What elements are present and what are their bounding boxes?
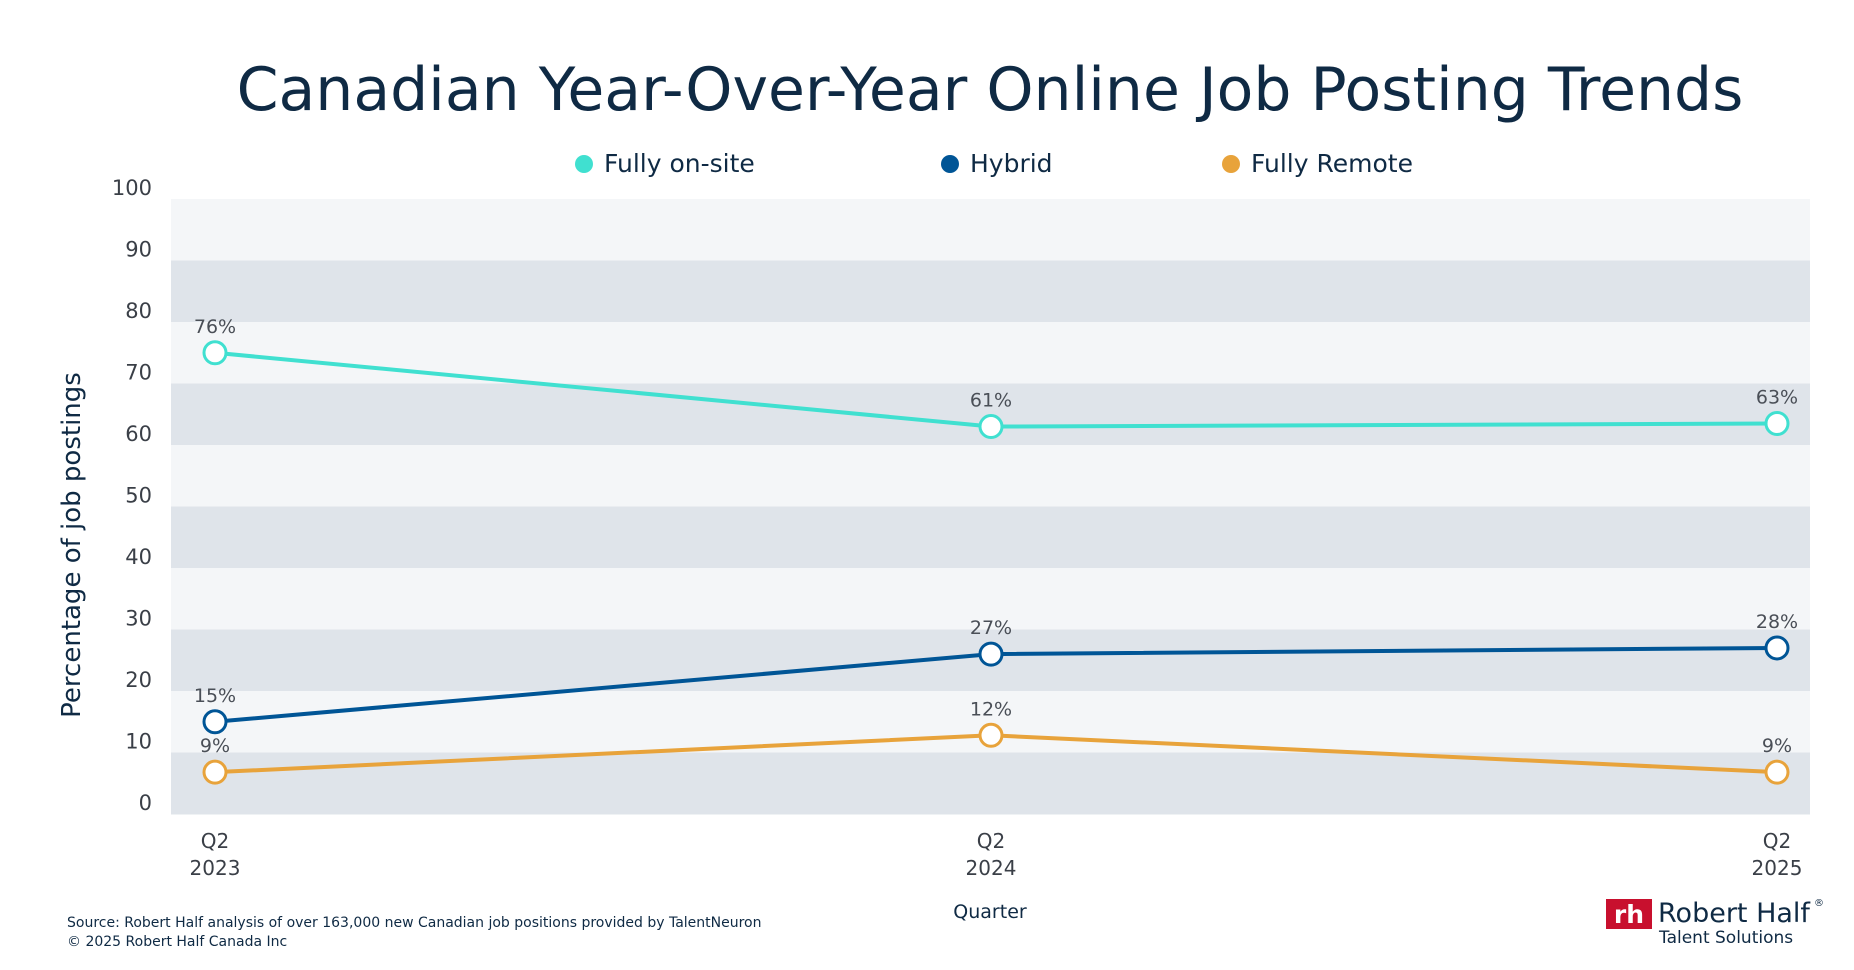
data-point xyxy=(1764,635,1790,661)
data-label: 27% xyxy=(970,617,1012,639)
data-point xyxy=(1764,410,1790,436)
grid-band xyxy=(171,445,1810,507)
logo-tagline: Talent Solutions xyxy=(1658,928,1793,948)
chart-title: Canadian Year-Over-Year Online Job Posti… xyxy=(237,55,1744,125)
logo-registered: ® xyxy=(1814,898,1824,909)
legend: Fully on-site Hybrid Fully Remote xyxy=(575,149,1413,178)
y-axis-ticks: 0 10 20 30 40 50 60 70 80 90 100 xyxy=(112,176,152,815)
legend-marker xyxy=(941,155,959,173)
logo-mark-text: rh xyxy=(1614,900,1644,929)
data-point xyxy=(978,641,1004,667)
x-tick-label: Q2 xyxy=(1763,829,1791,853)
data-label: 15% xyxy=(194,685,236,707)
grid-band xyxy=(171,568,1810,630)
x-axis-label: Quarter xyxy=(953,901,1027,923)
legend-marker xyxy=(575,155,593,173)
legend-label: Fully Remote xyxy=(1251,149,1413,178)
y-tick-label: 30 xyxy=(125,607,152,631)
data-point xyxy=(1764,759,1790,785)
data-label: 61% xyxy=(970,390,1012,412)
y-axis-label: Percentage of job postings xyxy=(57,372,87,718)
data-label: 12% xyxy=(970,698,1012,720)
plot-background-bands xyxy=(171,199,1810,815)
data-label: 9% xyxy=(1762,735,1792,757)
data-label: 9% xyxy=(200,735,230,757)
series-points xyxy=(202,340,1790,785)
grid-band xyxy=(171,260,1810,323)
grid-band xyxy=(171,322,1810,384)
copyright-note: © 2025 Robert Half Canada Inc xyxy=(67,934,287,950)
x-tick-label: Q2 xyxy=(977,829,1005,853)
y-tick-label: 60 xyxy=(125,422,152,446)
y-tick-label: 10 xyxy=(125,730,152,754)
grid-band xyxy=(171,506,1810,569)
y-tick-label: 90 xyxy=(125,238,152,262)
logo-name: Robert Half xyxy=(1658,898,1811,929)
y-tick-label: 100 xyxy=(112,176,152,200)
data-label: 63% xyxy=(1756,386,1798,408)
legend-label: Fully on-site xyxy=(604,149,755,178)
y-tick-label: 20 xyxy=(125,668,152,692)
series-data-labels: 76% 61% 63% 15% 27% 28% 9% 12% 9% xyxy=(194,316,1798,757)
legend-label: Hybrid xyxy=(970,149,1053,178)
data-label: 28% xyxy=(1756,611,1798,633)
x-tick-label: 2024 xyxy=(966,856,1017,880)
grid-band xyxy=(171,199,1810,261)
data-point xyxy=(978,722,1004,748)
data-point xyxy=(202,709,228,735)
y-tick-label: 0 xyxy=(139,791,152,815)
y-tick-label: 80 xyxy=(125,299,152,323)
x-tick-label: Q2 xyxy=(201,829,229,853)
source-note: Source: Robert Half analysis of over 163… xyxy=(67,915,762,931)
x-tick-label: 2025 xyxy=(1752,856,1803,880)
data-point xyxy=(202,759,228,785)
logo-mark xyxy=(1606,899,1652,929)
y-tick-label: 70 xyxy=(125,361,152,385)
legend-marker xyxy=(1222,155,1240,173)
x-axis-ticks: Q2 2023 Q2 2024 Q2 2025 xyxy=(190,829,1803,880)
y-tick-label: 40 xyxy=(125,545,152,569)
y-tick-label: 50 xyxy=(125,484,152,508)
robert-half-logo: rh Robert Half ® Talent Solutions xyxy=(1606,898,1824,948)
data-point xyxy=(978,414,1004,440)
x-tick-label: 2023 xyxy=(190,856,241,880)
data-label: 76% xyxy=(194,316,236,338)
data-point xyxy=(202,340,228,366)
